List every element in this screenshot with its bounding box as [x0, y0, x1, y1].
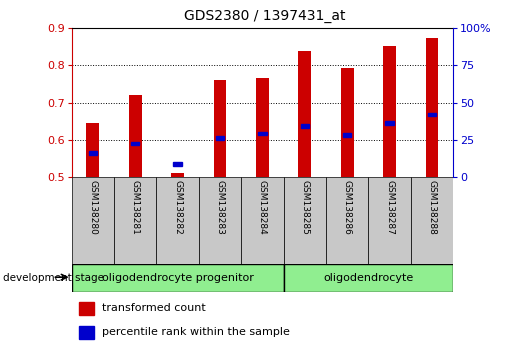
Text: GSM138286: GSM138286: [343, 179, 351, 234]
Text: GSM138282: GSM138282: [173, 179, 182, 234]
Bar: [256, 78, 269, 177]
Bar: [214, 80, 226, 177]
Bar: [426, 38, 438, 177]
Bar: [326, 177, 368, 264]
Bar: [301, 124, 309, 127]
Bar: [284, 264, 453, 292]
Text: GDS2380 / 1397431_at: GDS2380 / 1397431_at: [184, 9, 346, 23]
Bar: [428, 113, 436, 116]
Text: GSM138287: GSM138287: [385, 179, 394, 234]
Bar: [241, 177, 284, 264]
Bar: [284, 177, 326, 264]
Bar: [86, 123, 99, 177]
Bar: [131, 142, 139, 145]
Text: oligodendrocyte: oligodendrocyte: [323, 273, 413, 283]
Bar: [368, 177, 411, 264]
Bar: [343, 133, 351, 137]
Text: development stage: development stage: [3, 273, 104, 283]
Bar: [89, 151, 97, 155]
Text: GSM138285: GSM138285: [301, 179, 309, 234]
Bar: [216, 136, 224, 140]
Bar: [298, 51, 311, 177]
Text: percentile rank within the sample: percentile rank within the sample: [102, 327, 290, 337]
Bar: [385, 121, 394, 125]
Text: transformed count: transformed count: [102, 303, 206, 313]
Bar: [258, 132, 267, 135]
Bar: [129, 95, 142, 177]
Bar: [79, 302, 94, 315]
Text: GSM138280: GSM138280: [89, 179, 97, 234]
Bar: [199, 177, 241, 264]
Bar: [72, 264, 284, 292]
Bar: [171, 173, 184, 177]
Text: GSM138284: GSM138284: [258, 179, 267, 234]
Bar: [72, 177, 114, 264]
Text: oligodendrocyte progenitor: oligodendrocyte progenitor: [102, 273, 253, 283]
Bar: [114, 177, 156, 264]
Bar: [411, 177, 453, 264]
Text: GSM138288: GSM138288: [428, 179, 436, 234]
Text: GSM138283: GSM138283: [216, 179, 224, 234]
Bar: [383, 46, 396, 177]
Text: GSM138281: GSM138281: [131, 179, 139, 234]
Bar: [79, 326, 94, 339]
Bar: [173, 162, 182, 166]
Bar: [341, 68, 354, 177]
Bar: [156, 177, 199, 264]
